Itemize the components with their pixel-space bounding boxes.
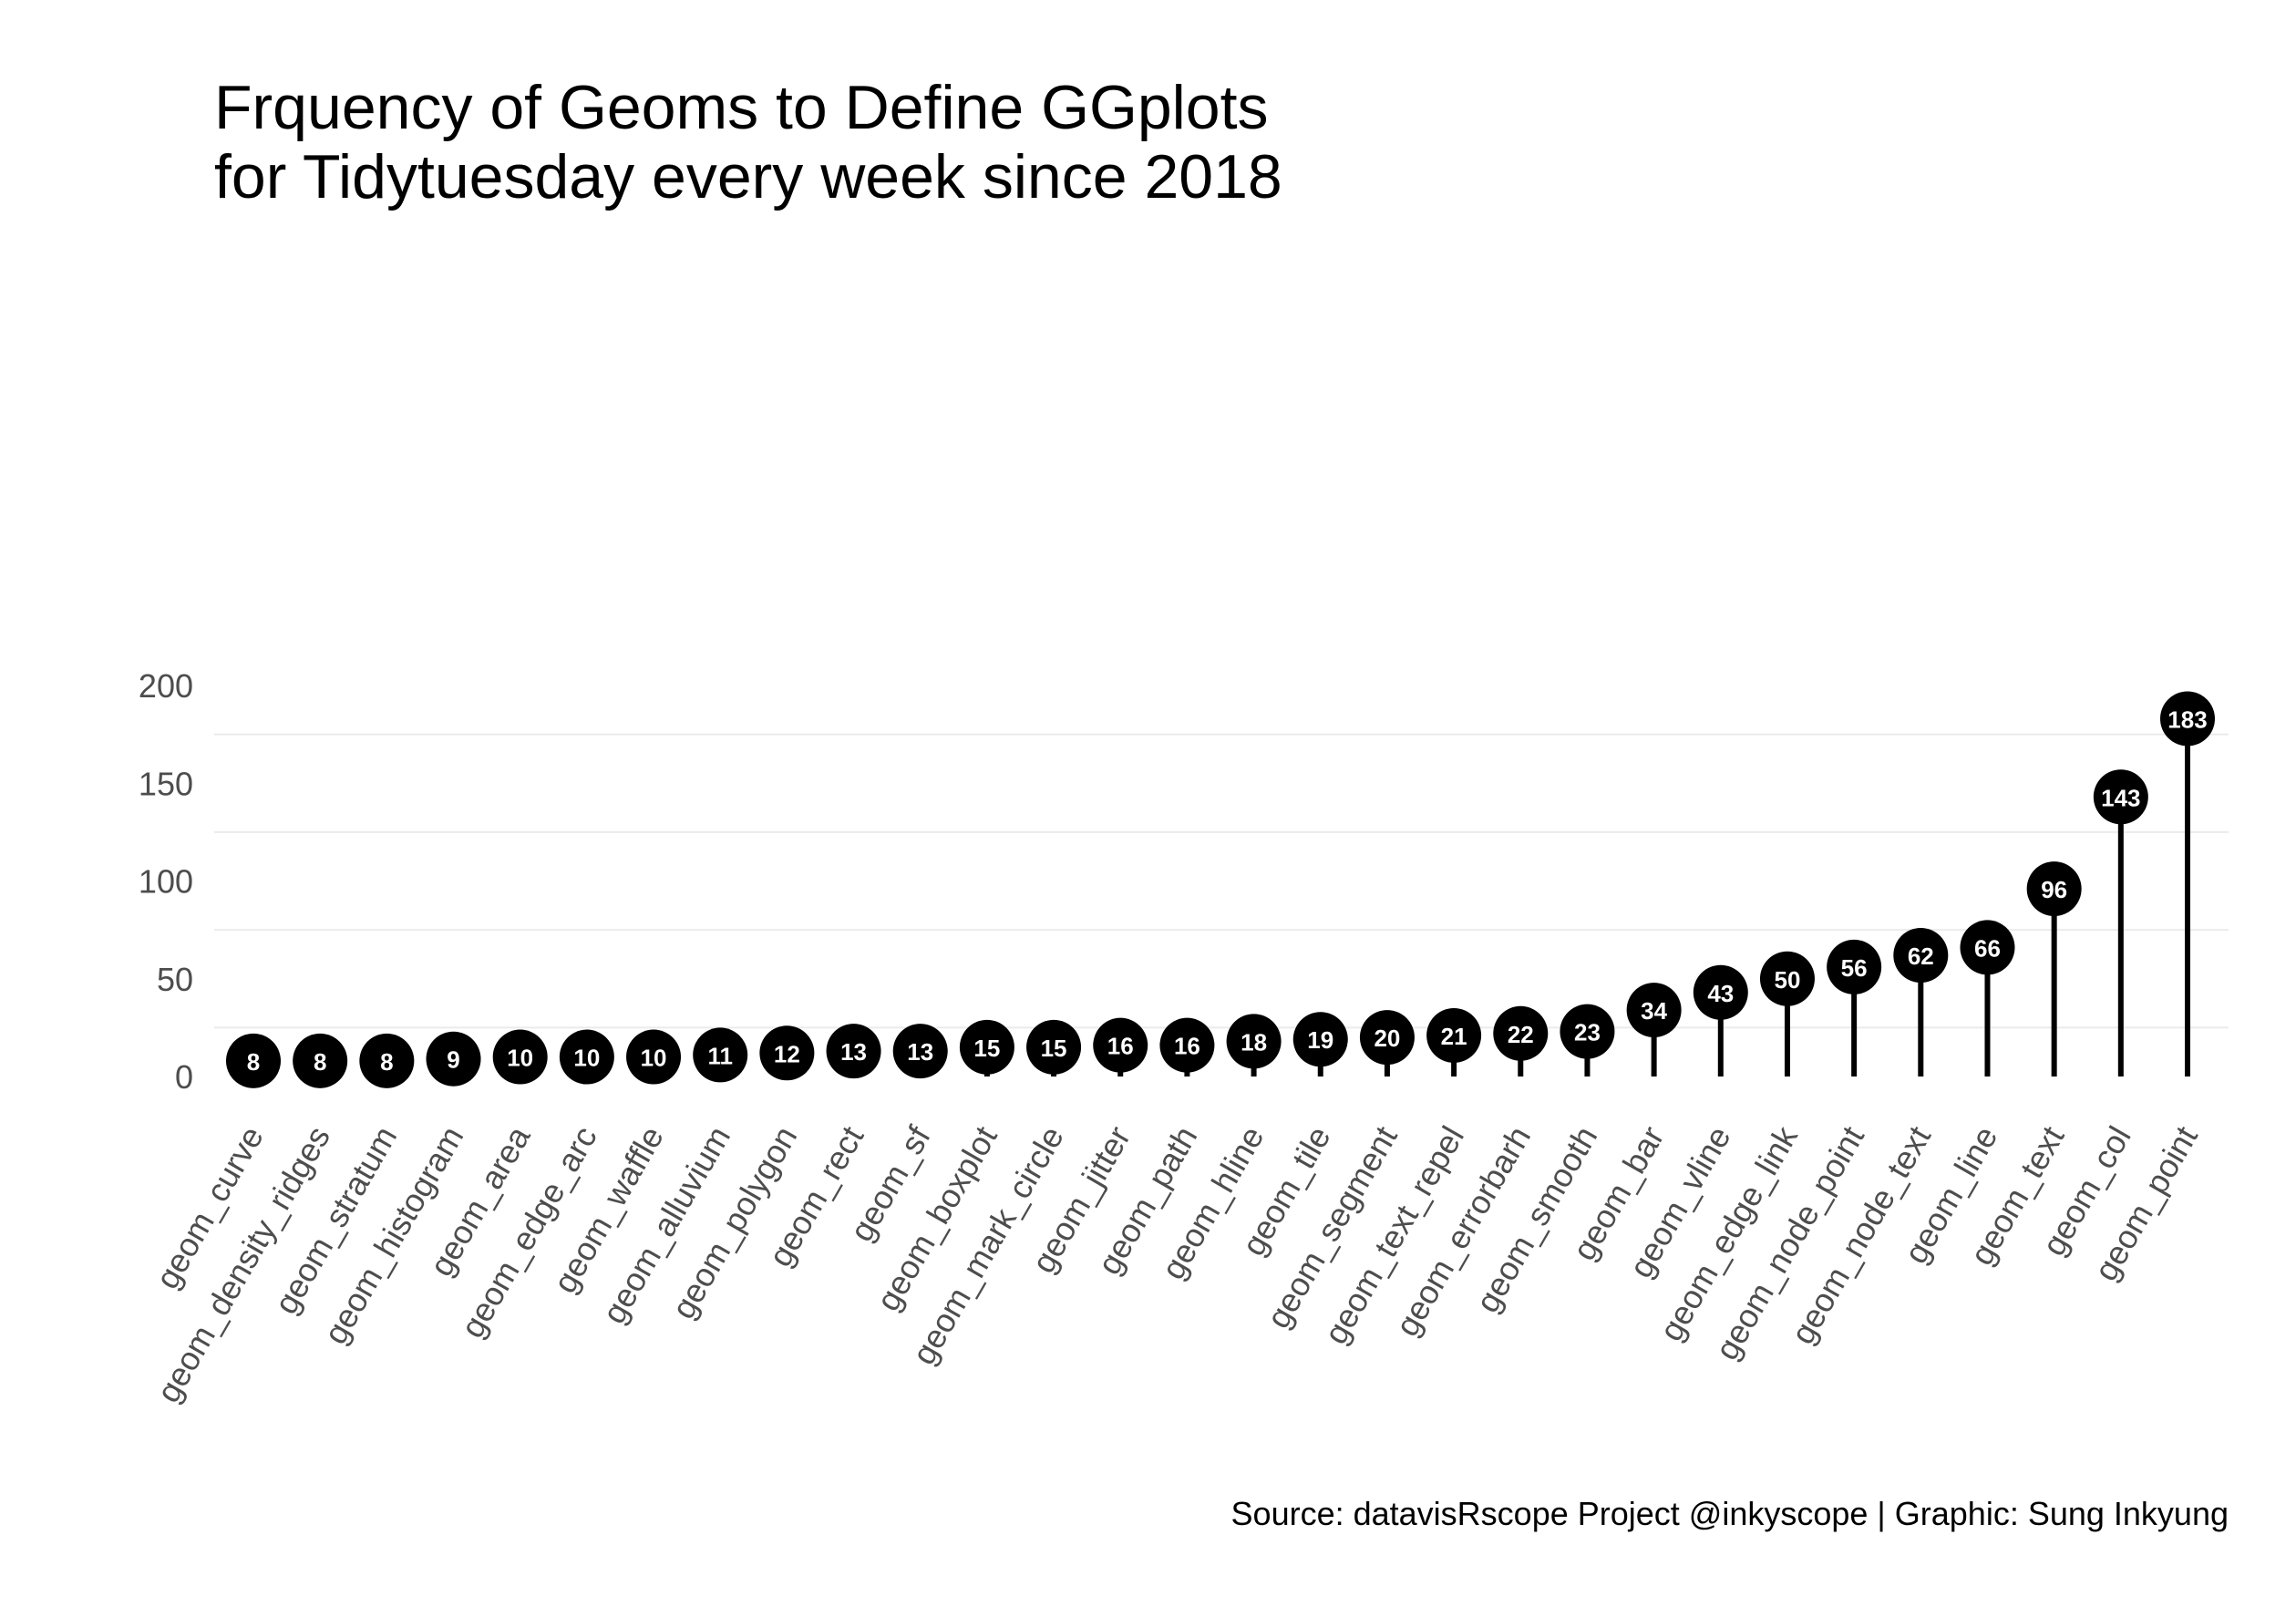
point-value-label: 20 <box>1374 1025 1400 1052</box>
lollipop-point <box>2026 861 2082 917</box>
point-value-label: 10 <box>573 1045 600 1072</box>
lollipop-points: 8 8 8 9 10 10 10 11 12 13 13 15 15 16 16 18 19 20 21 22 23 34… <box>226 691 2215 1088</box>
lollipop-point <box>1626 983 1682 1038</box>
point-value-label: 8 <box>314 1048 326 1076</box>
point-value-label: 143 <box>2101 784 2140 811</box>
point-value-label: 13 <box>907 1038 933 1066</box>
y-tick-label: 50 <box>157 961 193 998</box>
point-value-label: 12 <box>774 1040 800 1067</box>
chart-caption: Source: datavisRscope Project @inkyscope… <box>1230 1495 2229 1532</box>
point-value-label: 10 <box>507 1045 533 1072</box>
lollipop-stems <box>251 718 2190 1076</box>
point-value-label: 10 <box>641 1045 667 1072</box>
point-value-label: 18 <box>1241 1028 1267 1056</box>
chart-title-line-1: Frquency of Geoms to Define GGplots <box>214 73 1269 142</box>
lollipop-point <box>293 1033 348 1088</box>
lollipop-point <box>1693 964 1748 1020</box>
point-value-label: 13 <box>840 1038 867 1066</box>
point-value-label: 8 <box>380 1048 393 1076</box>
point-value-label: 16 <box>1174 1033 1200 1060</box>
y-tick-label: 200 <box>139 667 193 705</box>
point-value-label: 16 <box>1107 1033 1134 1060</box>
lollipop-point <box>892 1024 948 1079</box>
lollipop-point <box>1292 1012 1348 1067</box>
lollipop-point <box>759 1025 815 1081</box>
lollipop-point <box>2093 769 2148 825</box>
lollipop-point <box>1159 1017 1215 1073</box>
lollipop-point <box>1960 920 2015 975</box>
lollipop-point <box>559 1029 614 1085</box>
point-value-label: 21 <box>1441 1023 1467 1050</box>
point-value-label: 15 <box>1041 1035 1067 1062</box>
y-tick-label: 0 <box>175 1058 193 1096</box>
point-value-label: 66 <box>1974 934 2001 962</box>
lollipop-point <box>1560 1004 1615 1059</box>
point-value-label: 15 <box>973 1035 1000 1062</box>
lollipop-point <box>1026 1019 1082 1075</box>
lollipop-point <box>1493 1005 1549 1061</box>
point-value-label: 23 <box>1574 1019 1601 1046</box>
x-axis: geom_curvegeom_density_ridgesgeom_stratu… <box>148 1119 2205 1409</box>
lollipop-point <box>693 1027 748 1083</box>
lollipop-point <box>1827 939 1882 994</box>
lollipop-point <box>1226 1014 1282 1069</box>
point-value-label: 43 <box>1707 980 1734 1007</box>
y-tick-label: 150 <box>139 765 193 802</box>
point-value-label: 56 <box>1841 954 1868 982</box>
lollipop-point <box>2160 691 2215 747</box>
point-value-label: 19 <box>1307 1026 1333 1054</box>
point-value-label: 22 <box>1508 1021 1534 1048</box>
point-value-label: 62 <box>1908 943 1934 970</box>
point-value-label: 34 <box>1641 997 1667 1025</box>
lollipop-point <box>1759 951 1815 1006</box>
point-value-label: 8 <box>247 1048 260 1076</box>
lollipop-point <box>626 1029 682 1085</box>
lollipop-point <box>1359 1010 1415 1066</box>
lollipop-point <box>426 1031 481 1087</box>
point-value-label: 183 <box>2167 706 2207 733</box>
lollipop-point <box>826 1024 881 1079</box>
lollipop-point <box>1893 928 1949 984</box>
grid-lines <box>214 733 2229 1029</box>
point-value-label: 9 <box>447 1046 459 1074</box>
lollipop-point <box>1093 1017 1148 1073</box>
point-value-label: 50 <box>1775 966 1801 994</box>
lollipop-point <box>1426 1007 1482 1063</box>
chart-title-line-2: for Tidytuesday every week since 2018 <box>214 142 1282 211</box>
y-axis: 0 50 100 150 200 <box>139 667 193 1096</box>
y-tick-label: 100 <box>139 863 193 901</box>
lollipop-point <box>959 1019 1014 1075</box>
lollipop-point <box>359 1033 415 1088</box>
lollipop-point <box>492 1029 548 1085</box>
lollipop-point <box>226 1033 281 1088</box>
point-value-label: 96 <box>2041 876 2067 903</box>
point-value-label: 11 <box>707 1042 733 1069</box>
